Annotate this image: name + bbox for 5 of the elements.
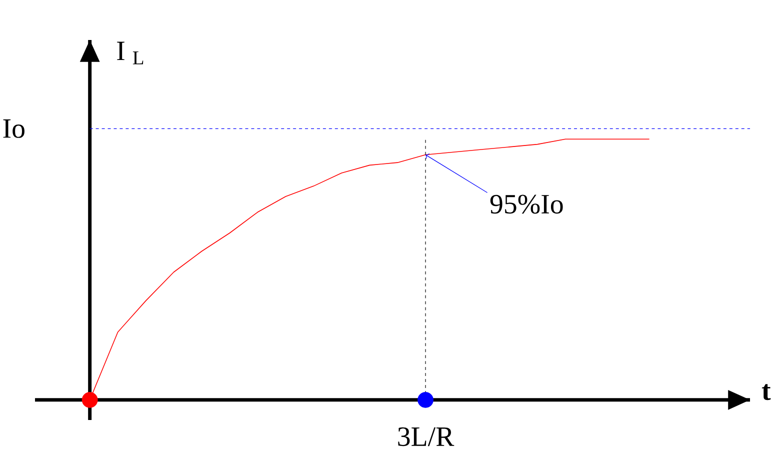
x-axis-title: t [762, 384, 771, 400]
y-axis-title: I $_{L}$ [117, 42, 144, 64]
ref-line-label: Io [3, 119, 24, 138]
text: 3L/R [398, 427, 454, 446]
annotation: 95%Io [490, 194, 563, 214]
